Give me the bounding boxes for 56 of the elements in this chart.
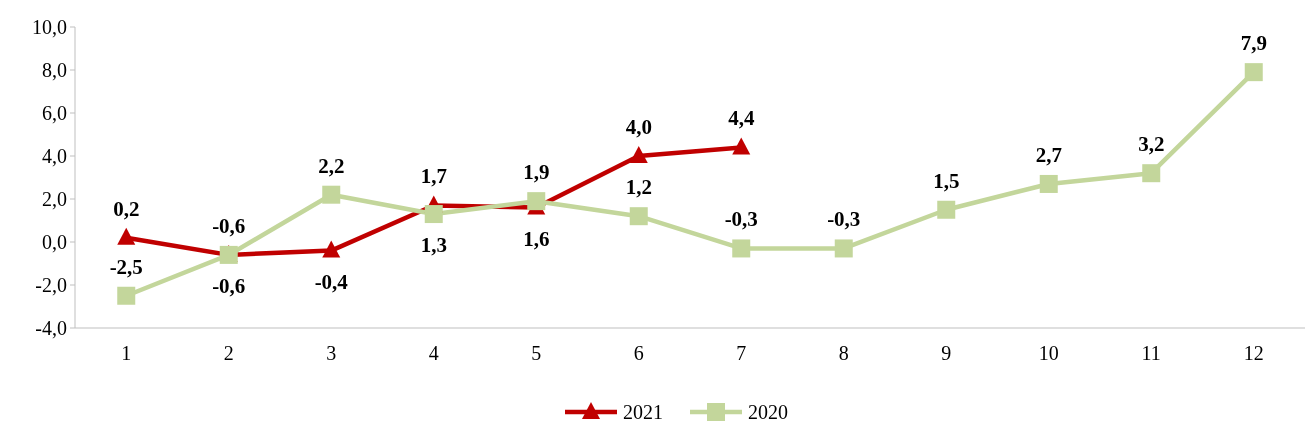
data-label: -2,5 (109, 254, 143, 279)
point (322, 185, 341, 204)
data-label: 1,9 (523, 160, 550, 185)
point (629, 146, 648, 163)
data-label: -0,3 (724, 207, 758, 232)
point (732, 137, 751, 155)
x-tick-label: 10 (1038, 342, 1059, 364)
y-tick-label: 8,0 (42, 59, 67, 81)
data-label: 1,6 (523, 226, 550, 251)
y-tick-label: 10,0 (32, 16, 67, 38)
x-tick-label: 11 (1141, 342, 1161, 364)
point (834, 239, 853, 258)
data-label: -0,6 (212, 273, 246, 298)
x-tick-label: 5 (531, 342, 542, 364)
data-label: 7,9 (1240, 31, 1267, 56)
data-label: 3,2 (1138, 132, 1165, 157)
point (527, 192, 546, 211)
x-tick-label: 4 (428, 342, 439, 364)
point (629, 207, 648, 226)
point (117, 227, 136, 245)
legend-label: 2021 (623, 401, 663, 423)
x-tick-label: 8 (838, 342, 849, 364)
point (117, 286, 136, 305)
x-tick-label: 6 (633, 342, 644, 364)
y-tick-label: 4,0 (42, 145, 67, 167)
data-label: 1,2 (625, 175, 652, 200)
x-tick-label: 12 (1243, 342, 1264, 364)
point (732, 239, 751, 258)
point (1142, 164, 1161, 183)
y-tick-label: 2,0 (42, 188, 67, 210)
y-tick-label: -2,0 (35, 274, 67, 296)
point (424, 205, 443, 224)
y-tick-label: 6,0 (42, 102, 67, 124)
legend-label: 2020 (748, 401, 788, 423)
data-label: 4,0 (625, 115, 652, 139)
y-tick-label: -4,0 (35, 317, 67, 339)
data-label: 0,2 (113, 196, 140, 221)
data-label: -0,3 (827, 207, 861, 232)
data-label: 2,7 (1035, 142, 1062, 167)
point (937, 200, 956, 219)
data-label: 1,7 (420, 164, 447, 189)
data-label: 1,3 (420, 233, 447, 258)
x-tick-label: 7 (736, 342, 747, 364)
x-tick-label: 3 (326, 342, 337, 364)
x-tick-label: 9 (941, 342, 952, 364)
x-tick-label: 2 (223, 342, 234, 364)
data-label: 2,2 (318, 153, 345, 178)
point (322, 240, 341, 258)
point (1039, 174, 1058, 193)
point (1244, 63, 1263, 82)
data-label: 4,4 (728, 106, 755, 131)
data-label: -0,4 (314, 269, 349, 294)
data-label: -0,6 (212, 213, 246, 238)
data-label: 1,5 (933, 168, 960, 193)
x-tick-label: 1 (121, 342, 132, 364)
y-tick-label: 0,0 (42, 231, 67, 253)
